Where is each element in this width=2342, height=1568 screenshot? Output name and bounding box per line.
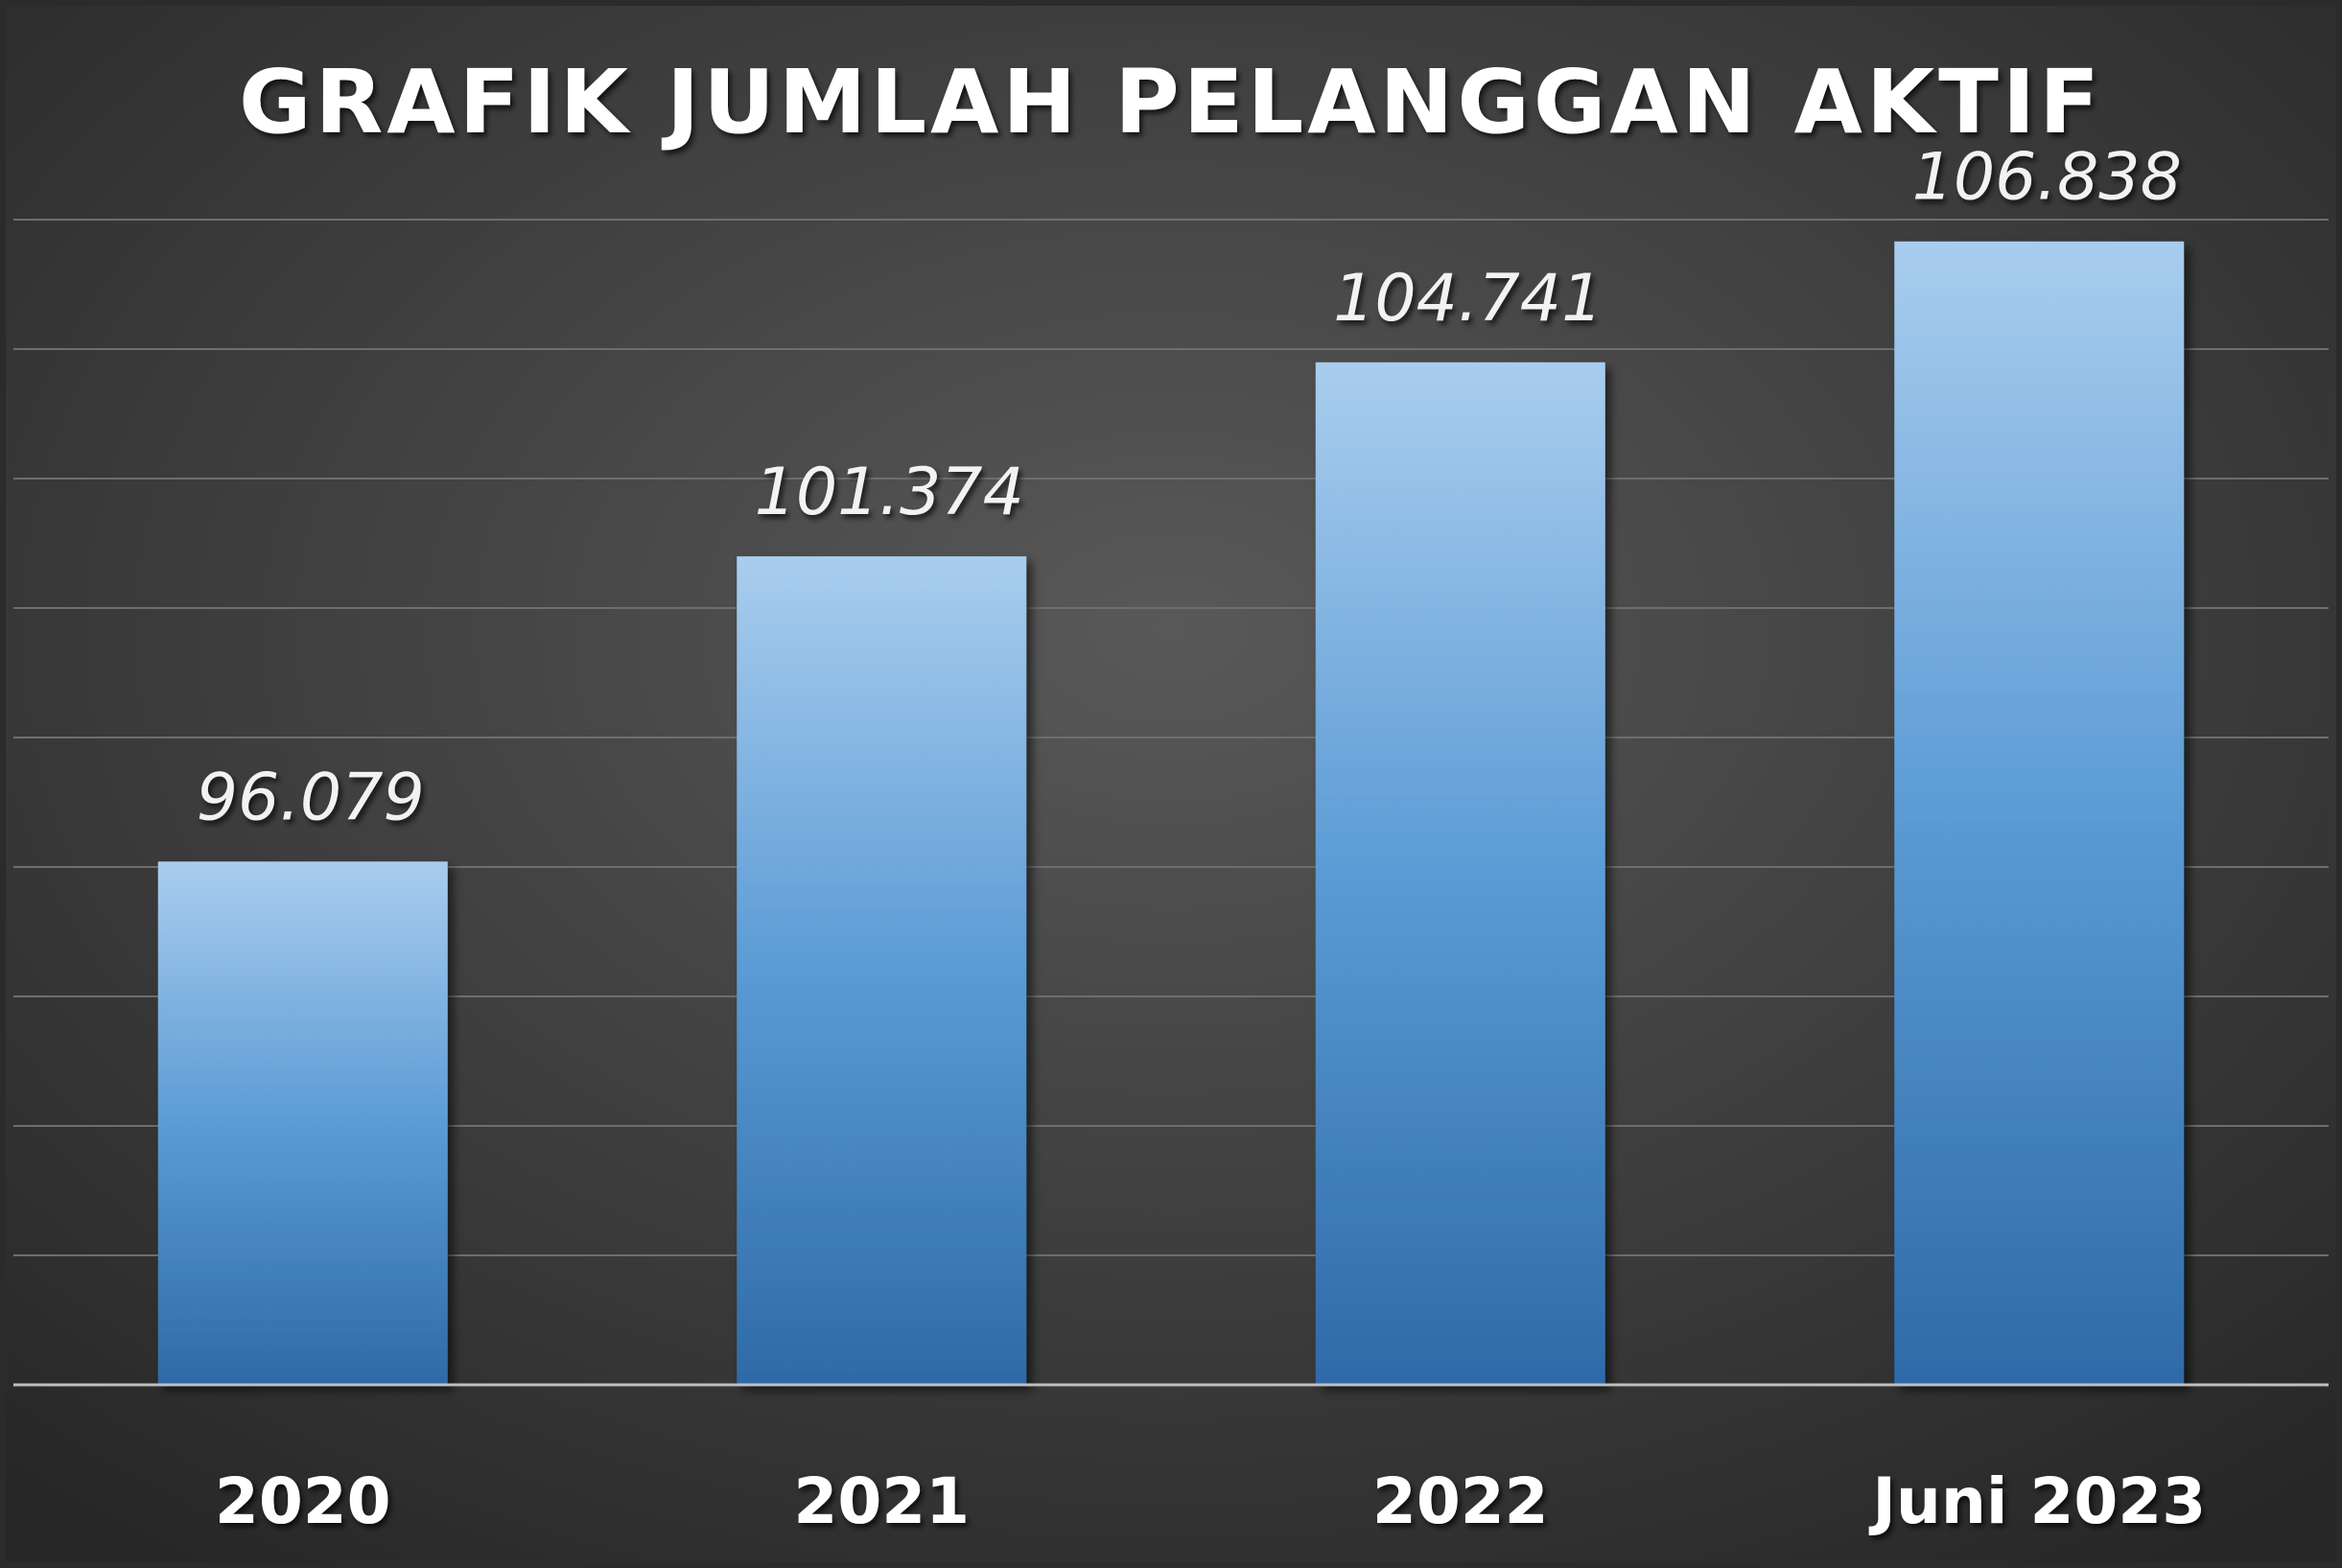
bar-2021 — [737, 556, 1027, 1385]
category-label: 2020 — [215, 1464, 391, 1538]
bar-2020 — [157, 861, 448, 1385]
value-labels: 96.079 101.374 104.741 106.838 — [197, 140, 2182, 836]
bar-2022 — [1315, 362, 1605, 1386]
value-label: 101.374 — [755, 455, 1024, 530]
bars — [157, 241, 2185, 1386]
value-label: 96.079 — [197, 760, 425, 835]
bar-juni-2023 — [1894, 241, 2185, 1385]
value-label: 106.838 — [1912, 140, 2182, 216]
category-labels: 2020 2021 2022 Juni 2023 — [215, 1464, 2206, 1538]
value-label: 104.741 — [1333, 261, 1603, 337]
bar-chart: 96.079 101.374 104.741 106.838 2020 2021 2022… — [6, 6, 2336, 1562]
chart-title: GRAFIK JUMLAH PELANGGAN AKTIF — [239, 51, 2103, 153]
category-label: Juni 2023 — [1868, 1464, 2206, 1538]
category-label: 2021 — [793, 1464, 970, 1538]
category-label: 2022 — [1372, 1464, 1549, 1538]
